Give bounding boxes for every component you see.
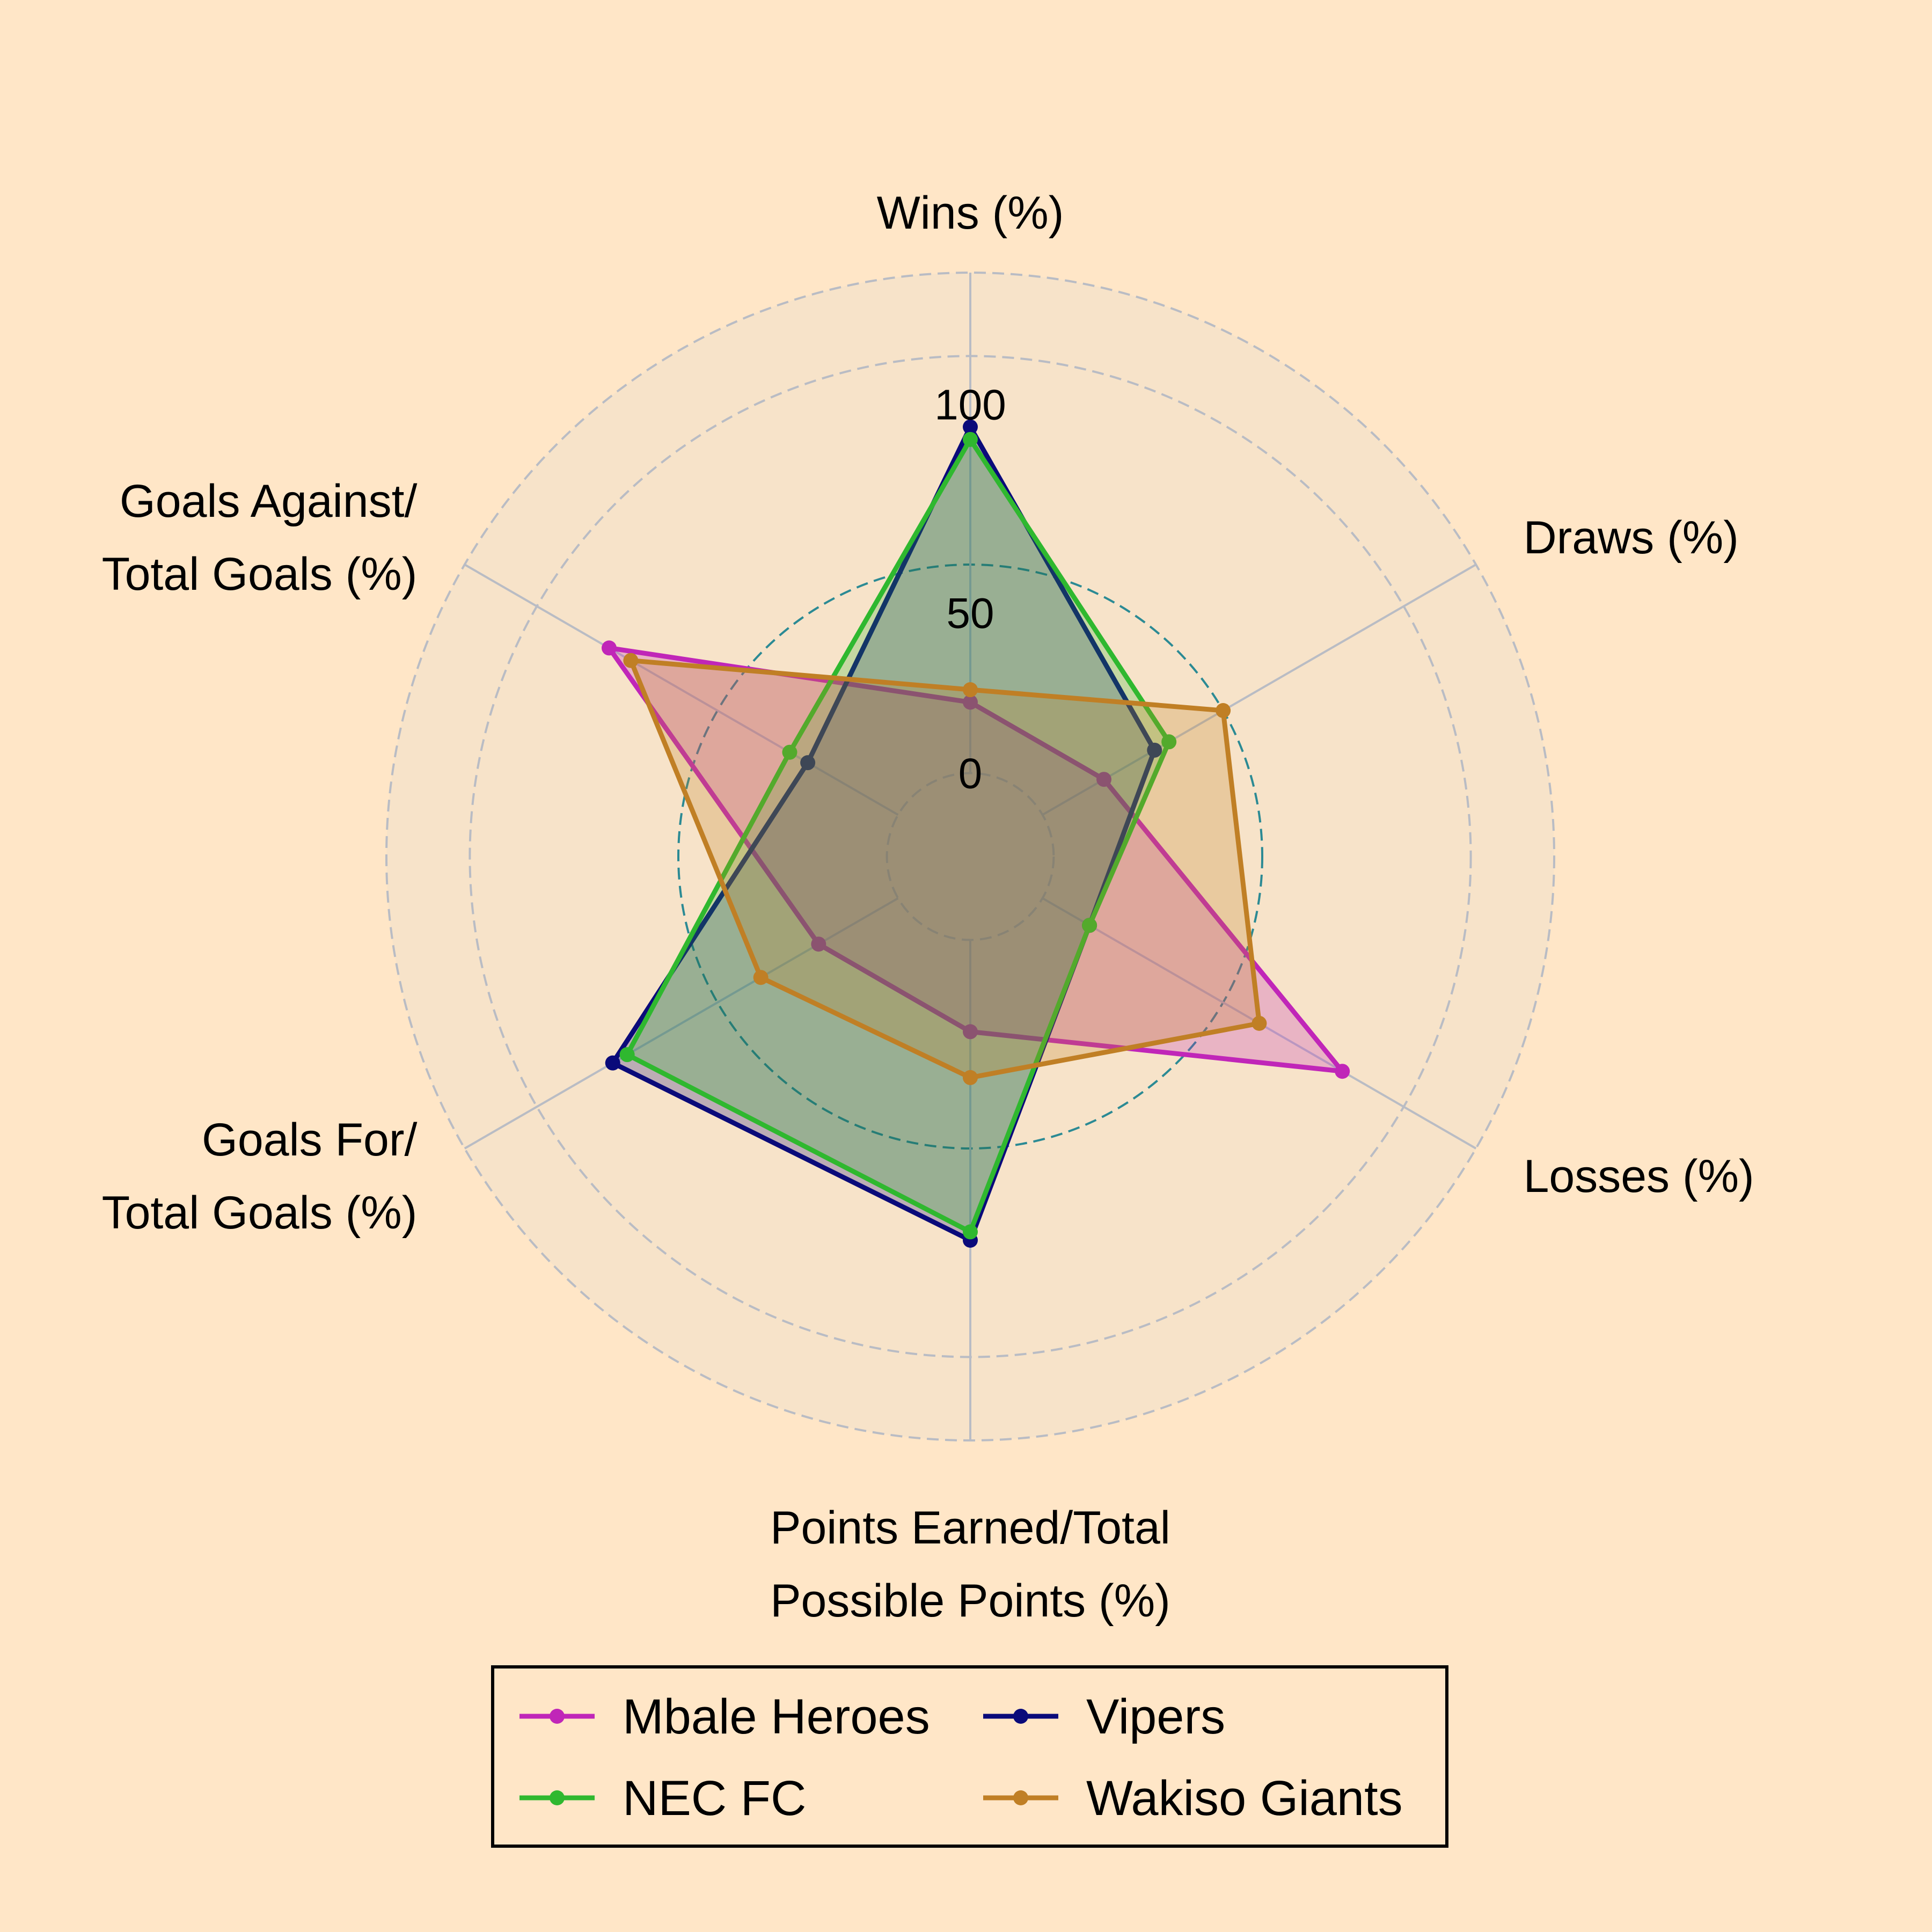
point-wakiso-giants-2 [1252,1015,1267,1031]
radar-grid [385,272,1555,1441]
legend-marker-mbale-heroes [550,1709,565,1724]
point-vipers-1 [1147,742,1162,758]
point-wakiso-giants-3 [963,1070,978,1085]
axis-label-1: Draws (%) [1524,512,1739,564]
legend-marker-vipers [1013,1709,1028,1724]
axis-label-0: Wins (%) [877,187,1064,239]
point-mbale-heroes-0 [963,694,978,710]
point-wakiso-giants-4 [753,970,769,985]
legend-label-nec-fc: NEC FC [623,1771,806,1826]
series-area-wakiso-giants [631,660,1260,1078]
axis-label-5-line-0: Goals Against/ [120,475,418,527]
point-vipers-0 [963,419,978,435]
axis-label-3: Points Earned/Total Possible Points (%) [770,1502,1170,1627]
plot-background [386,273,1554,1440]
series-area-vipers [612,427,1155,1240]
point-nec-fc-4 [619,1047,635,1063]
point-nec-fc-2 [1082,918,1097,933]
point-nec-fc-0 [963,431,978,447]
point-nec-fc-1 [1161,734,1177,750]
legend-marker-wakiso-giants [1013,1790,1028,1805]
legend-marker-nec-fc [550,1790,565,1805]
axis-label-4: Goals For/Total Goals (%) [102,1114,418,1239]
axis-label-0-line-0: Wins (%) [877,187,1064,239]
axis-label-4-line-0: Goals For/ [202,1114,418,1166]
spoke-5 [464,564,899,816]
axis-label-5-line-1: Total Goals (%) [102,548,418,600]
axis-label-4-line-1: Total Goals (%) [102,1187,418,1239]
point-nec-fc-5 [782,744,797,760]
tick-label-50: 50 [947,589,994,637]
point-mbale-heroes-2 [1335,1064,1350,1079]
point-wakiso-giants-0 [963,682,978,698]
point-vipers-5 [800,755,816,771]
legend-label-wakiso-giants: Wakiso Giants [1086,1771,1403,1826]
point-wakiso-giants-1 [1216,703,1231,718]
point-nec-fc-3 [963,1224,978,1240]
axis-label-3-line-0: Points Earned/Total [770,1502,1170,1554]
axis-label-3-line-1: Possible Points (%) [770,1575,1170,1627]
radar-series [601,419,1350,1248]
legend-label-mbale-heroes: Mbale Heroes [623,1689,930,1744]
tick-label-100: 100 [934,380,1006,428]
axis-label-5: Goals Against/Total Goals (%) [102,475,418,600]
legend-box [491,1665,1448,1848]
point-mbale-heroes-4 [811,936,826,952]
legend: Mbale Heroes Vipers NEC FC Wakiso Giants [491,1665,1448,1848]
point-wakiso-giants-5 [623,653,639,668]
point-vipers-4 [605,1055,620,1071]
series-area-nec-fc [627,439,1169,1232]
legend-label-vipers: Vipers [1086,1689,1225,1744]
radar-labels: 0 50 100 Wins (%) Draws (%) Losses (%) Points … [102,187,1754,1627]
axis-label-1-line-0: Draws (%) [1524,512,1739,564]
point-mbale-heroes-1 [1096,772,1112,787]
tick-label-0: 0 [958,750,983,797]
axis-label-2: Losses (%) [1524,1151,1754,1202]
spoke-1 [1042,564,1477,816]
spoke-4 [464,897,899,1150]
point-mbale-heroes-5 [601,640,617,656]
axis-label-2-line-0: Losses (%) [1524,1151,1754,1202]
point-mbale-heroes-3 [963,1024,978,1040]
